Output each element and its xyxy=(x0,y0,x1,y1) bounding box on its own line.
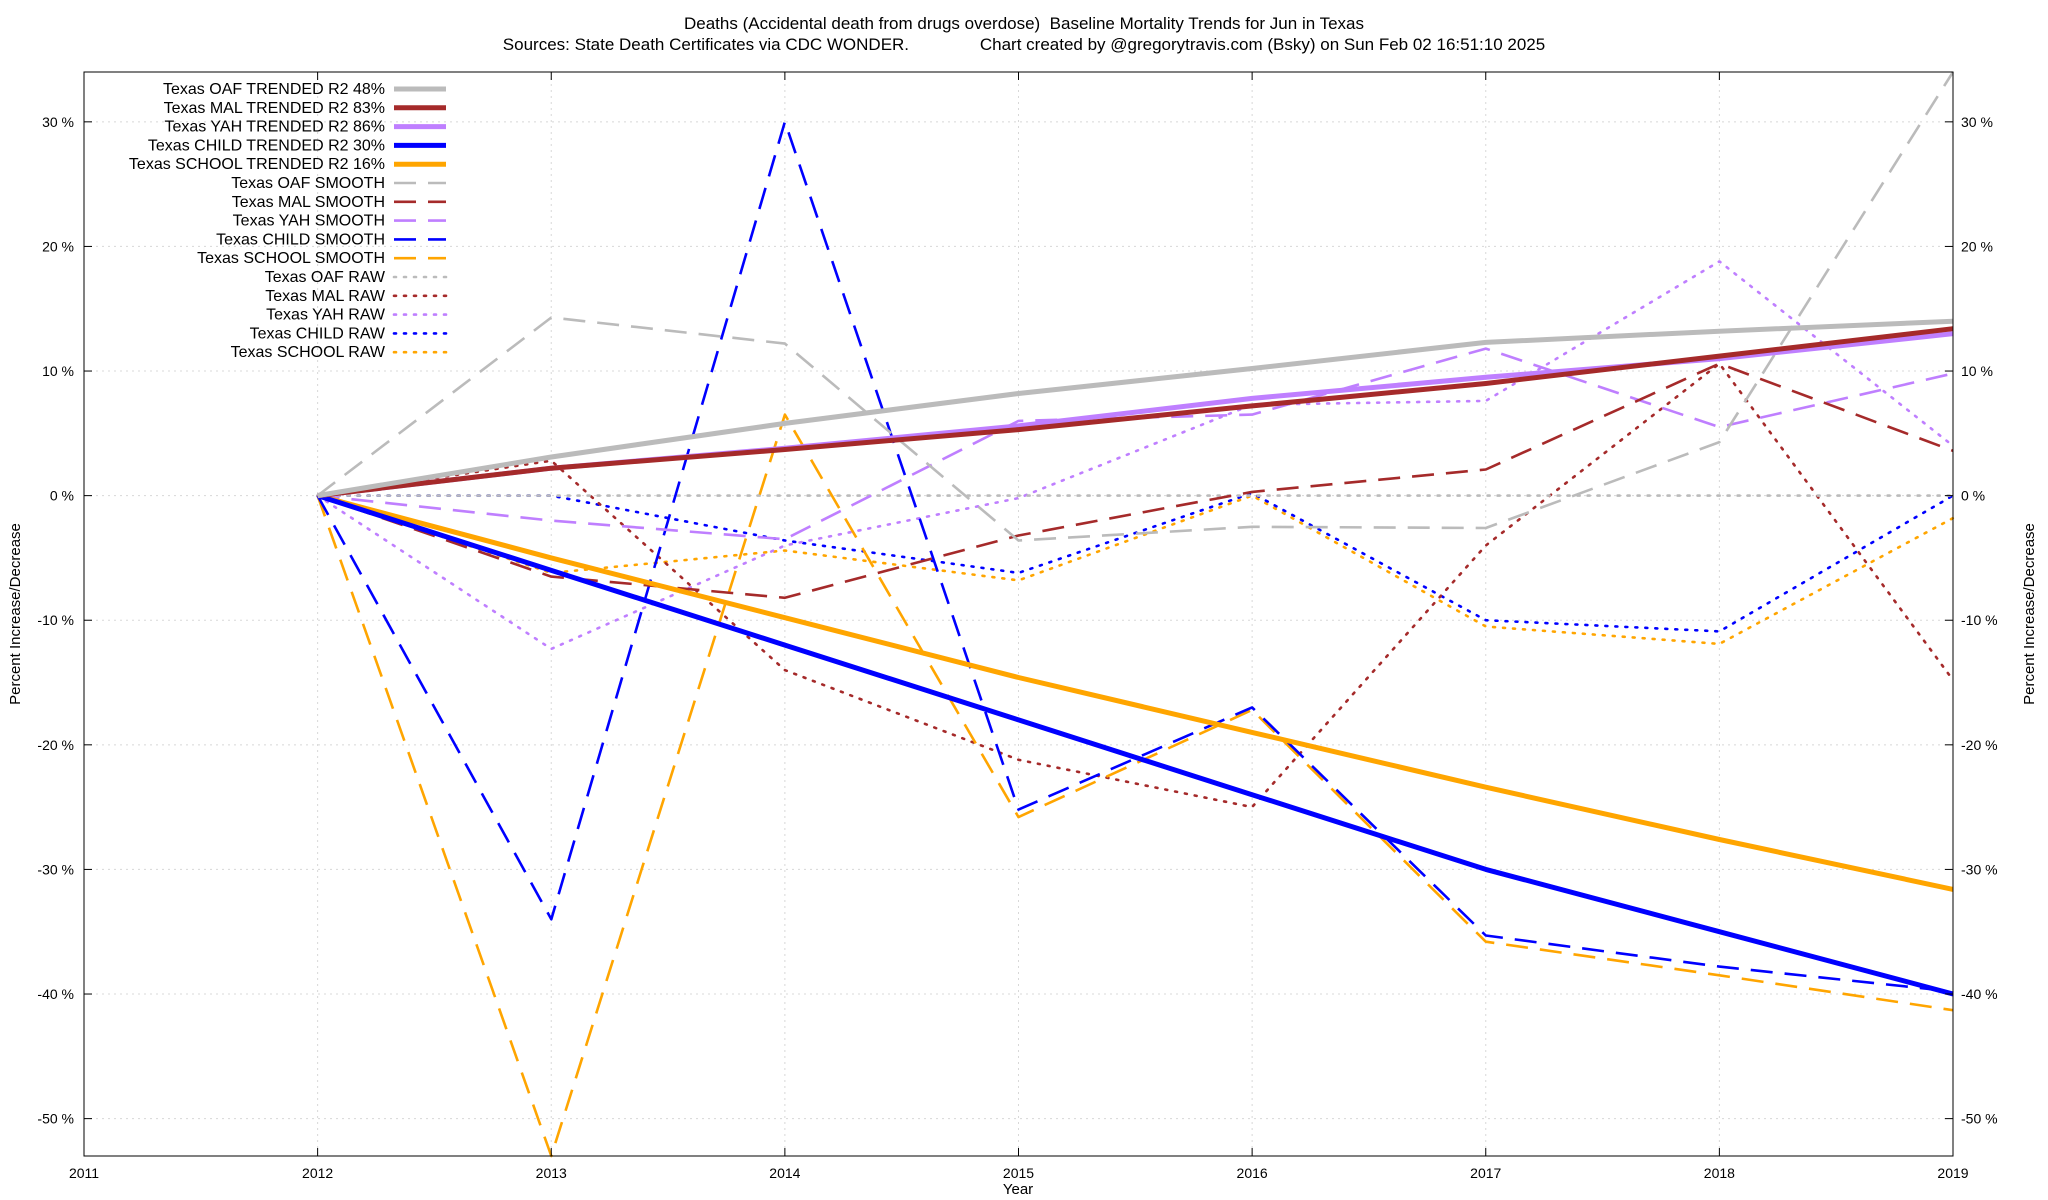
legend-label: Texas SCHOOL SMOOTH xyxy=(197,250,385,267)
y2-tick-label: 30 % xyxy=(1961,114,1993,130)
y-axis-label: Percent Increase/Decrease xyxy=(7,523,24,705)
series-line-texas-school-raw xyxy=(316,494,1955,646)
x-tick-label: 2017 xyxy=(1470,1165,1501,1181)
x-tick-label: 2013 xyxy=(536,1165,567,1181)
y-tick-label: -50 % xyxy=(37,1111,74,1127)
y-tick-label: 30 % xyxy=(42,114,74,130)
series-line-texas-child-smooth xyxy=(316,120,1954,993)
series-line-texas-mal-trended-r2-83 xyxy=(317,326,1954,499)
x-tick-label: 2014 xyxy=(769,1165,800,1181)
y-tick-label: 20 % xyxy=(42,238,74,254)
x-axis-label: Year xyxy=(1003,1181,1033,1198)
axis-ticks: 2011 2012 2013 2014 2015 2016 2017 2018 2019 30 %… xyxy=(37,72,1998,1181)
series-line-texas-yah-smooth xyxy=(317,347,1954,541)
x-tick-label: 2015 xyxy=(1003,1165,1034,1181)
legend-label: Texas MAL SMOOTH xyxy=(232,194,385,211)
y2-tick-label: -10 % xyxy=(1961,612,1998,628)
legend-label: Texas OAF SMOOTH xyxy=(231,175,385,192)
legend-label: Texas CHILD TRENDED R2 30% xyxy=(148,137,385,154)
series-line-texas-child-raw xyxy=(316,491,1955,633)
series-line-texas-school-trended-r2-16 xyxy=(316,493,1954,892)
legend-label: Texas YAH SMOOTH xyxy=(233,213,385,230)
series-line-texas-oaf-trended-r2-48 xyxy=(317,318,1954,499)
series-line-texas-child-trended-r2-30 xyxy=(316,493,1954,997)
legend-label: Texas MAL RAW xyxy=(265,288,386,305)
series-line-texas-mal-raw xyxy=(316,362,1955,809)
y-tick-label: -10 % xyxy=(37,612,74,628)
y-tick-label: -30 % xyxy=(37,861,74,877)
x-tick-label: 2012 xyxy=(302,1165,333,1181)
y2-tick-label: -20 % xyxy=(1961,737,1998,753)
legend-label: Texas CHILD SMOOTH xyxy=(216,231,385,248)
y2-tick-label: -40 % xyxy=(1961,986,1998,1002)
chart-title: Deaths (Accidental death from drugs over… xyxy=(683,14,1365,33)
chart-subtitle: Sources: State Death Certificates via CD… xyxy=(502,35,1546,54)
legend-label: Texas MAL TRENDED R2 83% xyxy=(164,100,385,117)
grid xyxy=(84,72,1953,1156)
y-tick-label: -40 % xyxy=(37,986,74,1002)
y2-tick-label: -50 % xyxy=(1961,1111,1998,1127)
series-line-texas-oaf-smooth xyxy=(316,71,1955,542)
legend-label: Texas OAF RAW xyxy=(265,269,386,286)
x-tick-label: 2018 xyxy=(1704,1165,1735,1181)
y2-tick-label: 0 % xyxy=(1961,488,1985,504)
legend-label: Texas YAH RAW xyxy=(266,307,386,324)
y-tick-label: -20 % xyxy=(37,737,74,753)
y-tick-label: 10 % xyxy=(42,363,74,379)
series-lines xyxy=(316,71,1955,1158)
y2-tick-label: 20 % xyxy=(1961,238,1993,254)
x-tick-label: 2016 xyxy=(1237,1165,1268,1181)
legend-label: Texas YAH TRENDED R2 86% xyxy=(164,119,385,136)
x-tick-label: 2019 xyxy=(1937,1165,1968,1181)
x-tick-label: 2011 xyxy=(69,1165,99,1181)
legend-label: Texas SCHOOL RAW xyxy=(231,344,386,361)
legend-label: Texas SCHOOL TRENDED R2 16% xyxy=(129,156,385,173)
y2-axis-label: Percent Increase/Decrease xyxy=(2021,523,2038,705)
y2-tick-label: 10 % xyxy=(1961,363,1993,379)
y2-tick-label: -30 % xyxy=(1961,861,1998,877)
legend-label: Texas OAF TRENDED R2 48% xyxy=(163,81,385,98)
series-line-texas-school-smooth xyxy=(316,413,1954,1158)
y-tick-label: 0 % xyxy=(50,488,74,504)
series-line-texas-yah-raw xyxy=(316,260,1955,651)
legend-label: Texas CHILD RAW xyxy=(250,325,386,342)
legend: Texas OAF TRENDED R2 48% Texas MAL TRENDE… xyxy=(129,81,448,361)
series-line-texas-mal-smooth xyxy=(317,362,1954,600)
